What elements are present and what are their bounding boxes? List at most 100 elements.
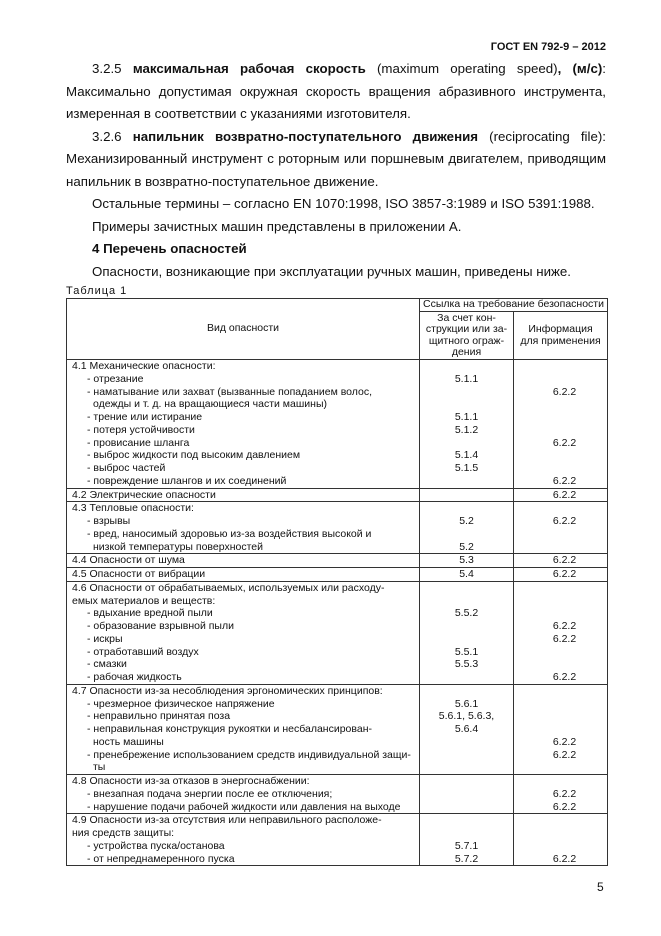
table-row: 4.4 Опасности от шума 5.3 6.2.2 xyxy=(66,553,608,568)
hazard-item: - выброс частей xyxy=(66,462,420,475)
info-ref xyxy=(513,607,608,620)
table-row: - вдыхание вредной пыли 5.5.2 xyxy=(66,607,608,620)
term: напильник возвратно-поступательного движ… xyxy=(132,128,479,144)
hazard-group: емых материалов и веществ: xyxy=(66,594,420,608)
design-ref xyxy=(419,527,514,541)
hazard-item: ты xyxy=(66,761,420,776)
info-ref xyxy=(513,398,608,411)
table-row: - внезапная подача энергии после ее откл… xyxy=(66,787,608,801)
info-ref xyxy=(513,683,608,698)
info-ref xyxy=(513,723,608,736)
header-safety-ref: Ссылка на требование безопасности xyxy=(419,298,608,312)
definition: : Максимально допустимая окружная скорос… xyxy=(66,61,606,121)
table-row: - взрывы 5.2 6.2.2 xyxy=(66,515,608,528)
header-line: дения xyxy=(451,346,482,358)
info-ref xyxy=(513,827,608,840)
design-ref xyxy=(419,620,514,633)
hazard-group: 4.5 Опасности от вибрации xyxy=(66,567,420,582)
header-hazard-type: Вид опасности xyxy=(66,298,420,360)
page-body: 3.2.5 максимальная рабочая скорость (max… xyxy=(66,58,608,867)
info-ref: 6.2.2 xyxy=(513,800,608,815)
table-row: - искры 6.2.2 xyxy=(66,632,608,646)
table-row: - вред, наносимый здоровью из-за воздейс… xyxy=(66,527,608,541)
design-ref xyxy=(419,813,514,827)
table-row: ты xyxy=(66,761,608,776)
info-ref: 6.2.2 xyxy=(513,748,608,762)
header-line: Информация xyxy=(528,323,593,335)
hazard-item: - наматывание или захват (вызванные попа… xyxy=(66,385,420,399)
info-ref: 6.2.2 xyxy=(513,553,608,568)
hazard-item: - чрезмерное физическое напряжение xyxy=(66,697,420,711)
table-row: - выброс частей 5.1.5 xyxy=(66,462,608,475)
table-row: - провисание шланга 6.2.2 xyxy=(66,436,608,450)
design-ref: 5.5.1 xyxy=(419,645,514,659)
design-ref: 5.1.5 xyxy=(419,462,514,475)
design-ref xyxy=(419,632,514,646)
clause-number: 3.2.6 xyxy=(92,128,122,144)
hazard-item: - потеря устойчивости xyxy=(66,423,420,437)
section-intro: Опасности, возникающие при эксплуатации … xyxy=(92,263,571,279)
table-row: - пренебрежение использованием средств и… xyxy=(66,748,608,762)
hazard-group: 4.2 Электрические опасности xyxy=(66,487,420,503)
design-ref: 5.1.1 xyxy=(419,372,514,386)
hazard-group: 4.1 Механические опасности: xyxy=(66,358,420,373)
design-ref: 5.6.1 xyxy=(419,697,514,711)
term-unit: , (м/с) xyxy=(557,61,603,76)
table-row: емых материалов и веществ: xyxy=(66,594,608,608)
hazard-item: - трение или истирание xyxy=(66,411,420,424)
design-ref xyxy=(419,735,514,749)
info-ref: 6.2.2 xyxy=(513,735,608,749)
design-ref: 5.1.1 xyxy=(419,411,514,424)
header-line: щитного ограж- xyxy=(428,334,505,347)
info-ref: 6.2.2 xyxy=(513,436,608,450)
info-ref: 6.2.2 xyxy=(513,787,608,801)
table-row: - смазки 5.5.3 xyxy=(66,658,608,671)
design-ref xyxy=(419,594,514,608)
examples-note: Примеры зачистных машин представлены в п… xyxy=(92,218,462,234)
info-ref: 6.2.2 xyxy=(513,515,608,528)
table-row: низкой температуры поверхностей 5.2 xyxy=(66,540,608,555)
header-design: За счет кон-струкции или за-щитного огра… xyxy=(419,311,514,360)
design-ref xyxy=(419,748,514,762)
hazard-item: - смазки xyxy=(66,658,420,671)
hazard-item: - устройства пуска/останова xyxy=(66,839,420,853)
design-ref: 5.6.1, 5.6.3, xyxy=(419,710,514,723)
table-row: 4.3 Тепловые опасности: xyxy=(66,501,608,515)
design-ref: 5.2 xyxy=(419,515,514,528)
table-row: 4.2 Электрические опасности 6.2.2 xyxy=(66,487,608,503)
design-ref: 5.7.2 xyxy=(419,852,514,867)
design-ref xyxy=(419,436,514,450)
hazard-item: - образование взрывной пыли xyxy=(66,620,420,633)
hazard-item: - провисание шланга xyxy=(66,436,420,450)
hazard-group: 4.4 Опасности от шума xyxy=(66,553,420,568)
header-line: За счет кон- xyxy=(437,311,496,324)
design-ref: 5.5.2 xyxy=(419,607,514,620)
design-ref: 5.7.1 xyxy=(419,839,514,853)
table-row: 4.6 Опасности от обрабатываемых, использ… xyxy=(66,580,608,595)
design-ref xyxy=(419,671,514,685)
info-ref: 6.2.2 xyxy=(513,474,608,489)
term-english: (reciprocating file) xyxy=(478,128,603,144)
table-row: - устройства пуска/останова 5.7.1 xyxy=(66,839,608,853)
design-ref xyxy=(419,385,514,399)
hazard-group: 4.3 Тепловые опасности: xyxy=(66,501,420,515)
design-ref xyxy=(419,501,514,515)
table-row: - нарушение подачи рабочей жидкости или … xyxy=(66,800,608,815)
table-row: - рабочая жидкость 6.2.2 xyxy=(66,671,608,685)
info-ref xyxy=(513,501,608,515)
info-ref: 6.2.2 xyxy=(513,671,608,685)
hazard-item: - взрывы xyxy=(66,515,420,528)
design-ref xyxy=(419,800,514,815)
info-ref xyxy=(513,710,608,723)
design-ref xyxy=(419,761,514,776)
standard-header: ГОСТ EN 792-9 – 2012 xyxy=(490,41,606,53)
info-ref xyxy=(513,658,608,671)
design-ref: 5.2 xyxy=(419,540,514,555)
hazard-group: ния средств защиты: xyxy=(66,827,420,840)
clause-number: 3.2.5 xyxy=(92,61,122,76)
info-ref xyxy=(513,594,608,608)
info-ref xyxy=(513,462,608,475)
info-ref xyxy=(513,372,608,386)
definition: : Механизированный инструмент с роторным… xyxy=(66,128,606,189)
table-row: - повреждение шлангов и их соединений 6.2… xyxy=(66,474,608,489)
